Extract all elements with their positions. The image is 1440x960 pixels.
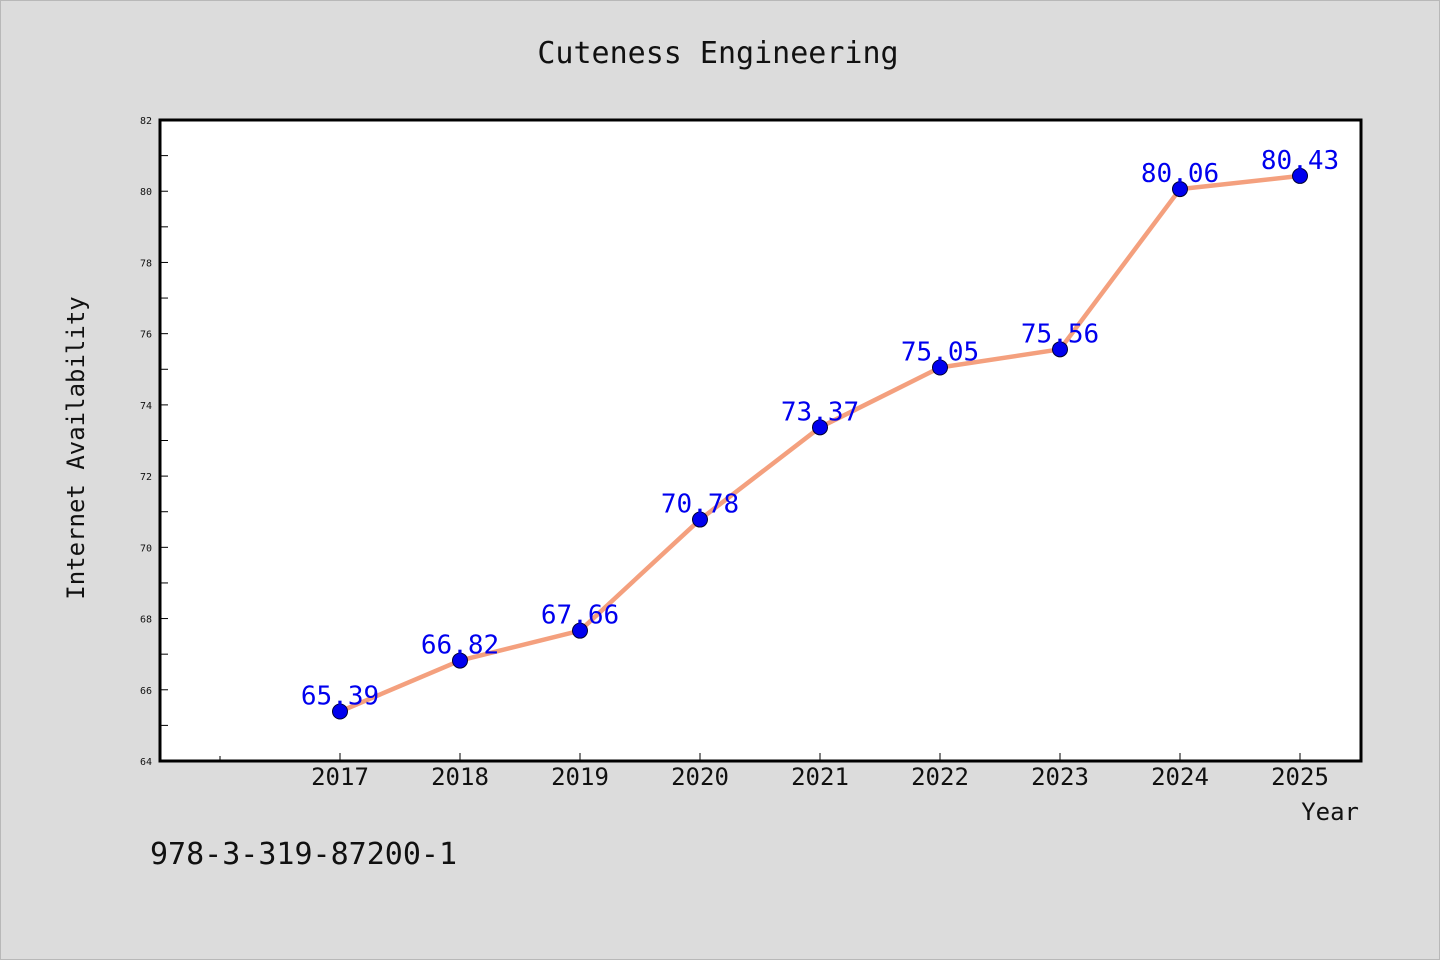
chart-title: Cuteness Engineering (537, 36, 898, 71)
data-point (932, 359, 948, 376)
data-label: 75.05 (901, 337, 979, 367)
x-tick-label: 2024 (1151, 763, 1209, 791)
y-tick-label: 64 (140, 757, 152, 768)
x-axis-label: Year (1301, 798, 1359, 826)
data-label: 80.06 (1141, 159, 1219, 189)
data-point (1172, 181, 1188, 198)
y-tick-label: 82 (140, 116, 152, 127)
y-axis-label: Internet Availability (62, 296, 90, 599)
y-tick-label: 68 (140, 615, 152, 626)
x-tick-label: 2020 (671, 763, 729, 791)
isbn-text: 978-3-319-87200-1 (150, 837, 457, 872)
y-tick-label: 78 (140, 258, 152, 269)
x-tick-label: 2021 (791, 763, 849, 791)
data-point (452, 652, 468, 669)
x-tick-label: 2023 (1031, 763, 1089, 791)
data-label: 70.78 (661, 490, 739, 520)
x-tick-label: 2017 (311, 763, 369, 791)
data-point (692, 511, 708, 528)
x-tick-label: 2019 (551, 763, 609, 791)
data-label: 80.43 (1261, 146, 1339, 176)
data-point (1292, 167, 1308, 184)
y-tick-label: 74 (140, 401, 152, 412)
y-tick-label: 76 (140, 330, 152, 341)
data-point (812, 419, 828, 436)
data-label: 75.56 (1021, 319, 1099, 349)
data-label: 65.39 (301, 682, 379, 712)
data-label: 73.37 (781, 397, 859, 427)
y-axis: 64 66 68 70 72 74 76 78 80 82 (140, 116, 168, 768)
data-point (572, 622, 588, 639)
x-tick-label: 2025 (1271, 763, 1329, 791)
y-tick-label: 72 (140, 472, 152, 483)
x-tick-label: 2018 (431, 763, 489, 791)
data-point (332, 703, 348, 720)
plot-area (158, 118, 1363, 763)
data-label: 67.66 (541, 601, 619, 631)
data-point (1052, 341, 1068, 358)
data-label: 66.82 (421, 631, 499, 661)
y-tick-label: 66 (140, 686, 152, 697)
x-axis: 2017 2018 2019 2020 2021 2022 2023 2024 2025 (219, 753, 1329, 791)
y-tick-label: 80 (140, 187, 152, 198)
x-tick-label: 2022 (911, 763, 969, 791)
series-layer: 65.39 66.82 67.66 70.78 73.37 75.05 75.56 80.06… (301, 146, 1339, 720)
y-tick-label: 70 (140, 543, 152, 554)
